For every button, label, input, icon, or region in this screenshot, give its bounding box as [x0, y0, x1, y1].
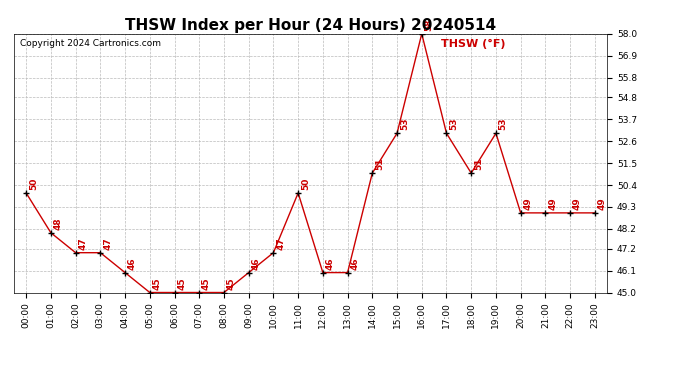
- Text: 47: 47: [103, 237, 112, 250]
- Text: 47: 47: [276, 237, 285, 250]
- Text: 46: 46: [351, 257, 359, 270]
- Text: 49: 49: [598, 197, 607, 210]
- Text: 49: 49: [524, 197, 533, 210]
- Text: 45: 45: [202, 277, 211, 290]
- Text: 48: 48: [54, 217, 63, 230]
- Title: THSW Index per Hour (24 Hours) 20240514: THSW Index per Hour (24 Hours) 20240514: [125, 18, 496, 33]
- Text: Copyright 2024 Cartronics.com: Copyright 2024 Cartronics.com: [20, 39, 161, 48]
- Text: 58: 58: [424, 18, 433, 31]
- Text: 50: 50: [301, 178, 310, 190]
- Text: 46: 46: [326, 257, 335, 270]
- Text: 45: 45: [227, 277, 236, 290]
- Text: 53: 53: [499, 118, 508, 130]
- Text: 45: 45: [152, 277, 161, 290]
- Text: 45: 45: [177, 277, 186, 290]
- Text: 51: 51: [375, 158, 384, 170]
- Text: 50: 50: [29, 178, 38, 190]
- Text: 46: 46: [128, 257, 137, 270]
- Text: 49: 49: [548, 197, 557, 210]
- Text: 53: 53: [449, 118, 458, 130]
- Text: 53: 53: [400, 118, 408, 130]
- Text: 46: 46: [251, 257, 260, 270]
- Text: THSW (°F): THSW (°F): [441, 39, 506, 49]
- Text: 47: 47: [79, 237, 88, 250]
- Text: 49: 49: [573, 197, 582, 210]
- Text: 51: 51: [474, 158, 483, 170]
